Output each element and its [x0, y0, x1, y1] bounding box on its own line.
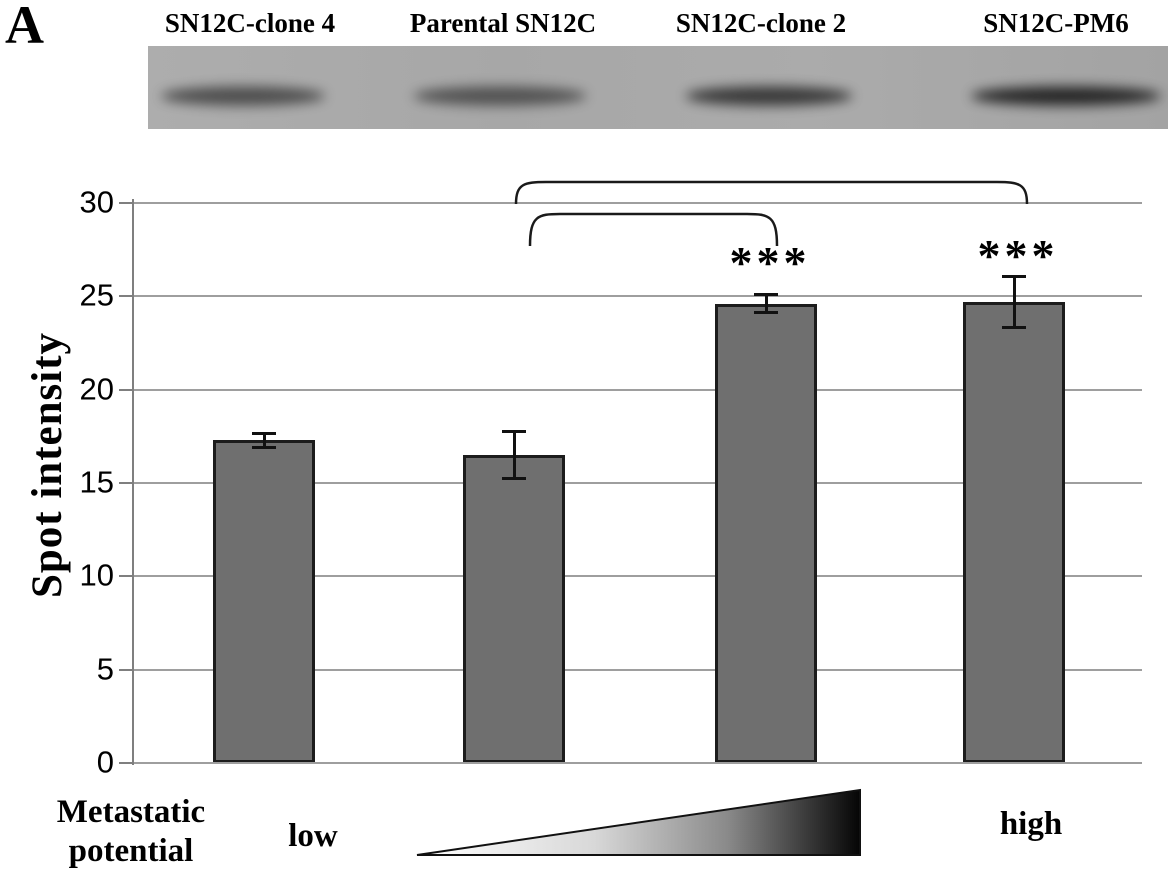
y-axis-tick	[119, 762, 133, 764]
lane-label: SN12C-PM6	[983, 8, 1129, 38]
lane-label: SN12C-clone 4	[164, 8, 336, 38]
gridline	[133, 668, 1142, 671]
y-axis-line	[132, 199, 134, 765]
comparison-bracket	[514, 180, 1029, 205]
blot-band	[971, 86, 1161, 106]
lane-label: Parental SN12C	[409, 8, 597, 38]
gridline	[133, 388, 1142, 391]
gridline	[133, 575, 1142, 578]
error-bar-cap-top	[252, 431, 276, 435]
error-bar-cap-bottom	[502, 477, 526, 481]
high-potential-label: high	[999, 806, 1063, 842]
error-bar	[764, 294, 768, 314]
y-axis-tick-label: 25	[79, 277, 114, 313]
y-axis-tick-label: 15	[79, 464, 114, 500]
error-bar-cap-top	[754, 293, 778, 297]
y-axis-tick-label: 20	[79, 370, 114, 406]
bar-SN12C-clone 4	[213, 440, 315, 763]
blot-band	[413, 86, 587, 106]
x-axis-baseline	[133, 762, 1142, 764]
y-axis-title: Spot intensity	[24, 331, 71, 599]
error-bar-cap-bottom	[1002, 326, 1026, 330]
error-bar	[1012, 275, 1016, 329]
bar-SN12C-PM6	[963, 301, 1065, 763]
y-axis-tick-label: 30	[79, 184, 114, 220]
metastatic-potential-label: Metastatic potential	[22, 793, 240, 870]
error-bar-cap-bottom	[754, 311, 778, 315]
bar-SN12C-clone 2	[715, 303, 817, 763]
y-axis-tick	[119, 295, 133, 298]
metastatic-potential-line1: Metastatic	[56, 794, 206, 830]
y-axis-tick	[119, 388, 133, 391]
y-axis-tick	[119, 575, 133, 578]
panel-letter-label: A	[5, 0, 44, 55]
significance-stars: ***	[729, 237, 811, 288]
low-potential-label: low	[288, 818, 338, 854]
blot-band	[161, 86, 325, 106]
y-axis-tick	[119, 202, 133, 204]
error-bar	[262, 432, 266, 448]
gridline	[133, 202, 1142, 204]
error-bar-cap-top	[502, 429, 526, 433]
bar-Parental SN12C	[463, 455, 565, 763]
y-axis-tick-label: 0	[96, 744, 114, 780]
error-bar-cap-bottom	[252, 445, 276, 449]
blot-band	[685, 86, 853, 106]
y-axis-tick-label: 10	[79, 557, 114, 593]
lane-label: SN12C-clone 2	[675, 8, 847, 38]
gridline	[133, 295, 1142, 298]
y-axis-tick-label: 5	[96, 650, 114, 686]
error-bar	[512, 430, 516, 480]
error-bar-cap-top	[1002, 274, 1026, 278]
y-axis-tick	[119, 482, 133, 484]
significance-stars: ***	[977, 230, 1059, 281]
gridline	[133, 482, 1142, 484]
western-blot-image	[148, 46, 1168, 129]
y-axis-tick	[119, 668, 133, 671]
metastatic-potential-line2: potential	[68, 833, 194, 869]
